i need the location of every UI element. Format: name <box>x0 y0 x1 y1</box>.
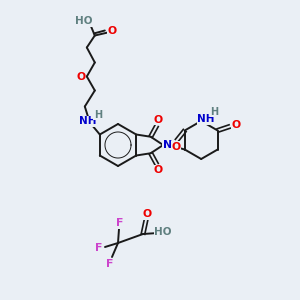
Text: N: N <box>163 140 172 150</box>
Text: O: O <box>153 115 162 125</box>
Text: HO: HO <box>75 16 93 26</box>
Text: NH: NH <box>197 114 215 124</box>
Text: NH: NH <box>79 116 97 127</box>
Text: F: F <box>106 259 114 269</box>
Text: H: H <box>94 110 102 119</box>
Text: O: O <box>76 71 86 82</box>
Text: F: F <box>95 243 103 253</box>
Text: O: O <box>107 26 116 37</box>
Text: HO: HO <box>154 227 172 237</box>
Text: O: O <box>153 165 162 175</box>
Text: H: H <box>162 228 170 238</box>
Text: F: F <box>116 218 124 228</box>
Text: O: O <box>231 121 240 130</box>
Text: H: H <box>210 107 218 117</box>
Text: O: O <box>142 209 152 219</box>
Text: O: O <box>171 142 180 152</box>
